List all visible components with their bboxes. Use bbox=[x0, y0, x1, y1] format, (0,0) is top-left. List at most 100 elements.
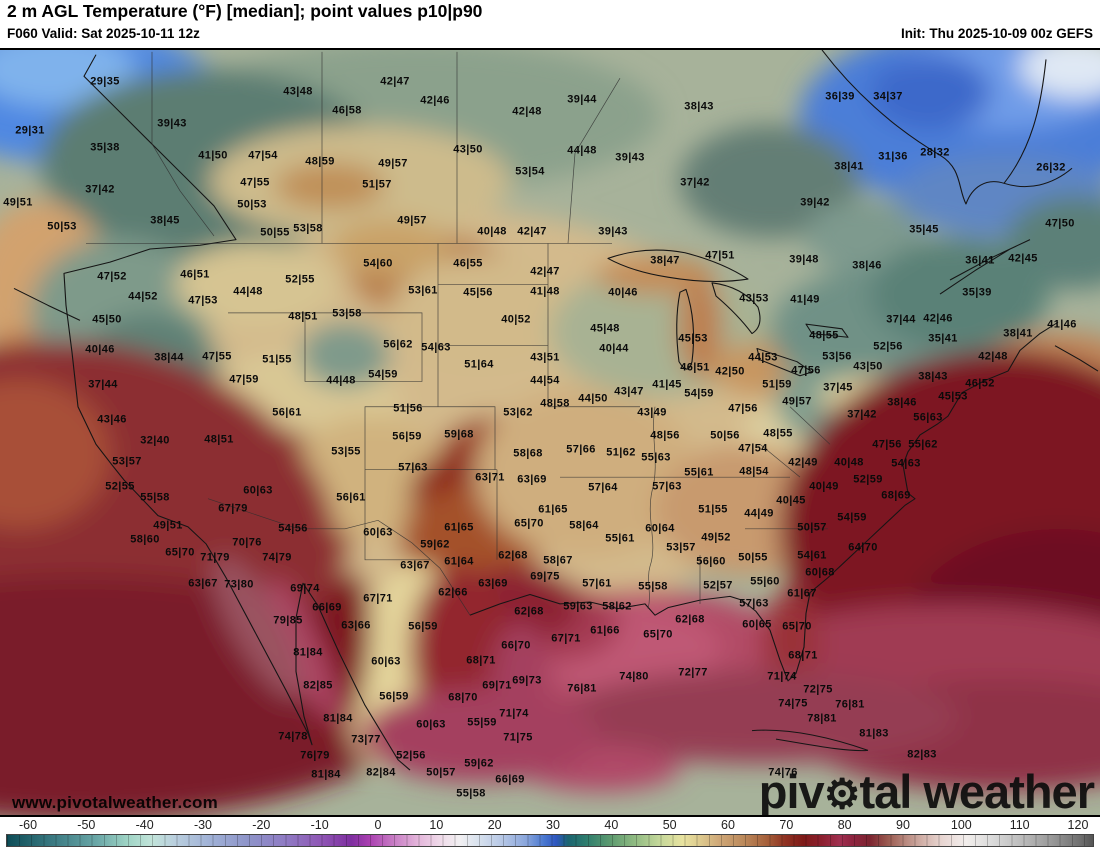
point-value: 66|69 bbox=[312, 601, 342, 614]
point-value: 69|74 bbox=[290, 582, 320, 595]
point-value: 74|78 bbox=[278, 730, 308, 743]
point-value: 44|48 bbox=[233, 285, 263, 298]
point-value: 53|58 bbox=[332, 307, 362, 320]
point-value: 42|50 bbox=[715, 365, 745, 378]
point-value: 74|75 bbox=[778, 697, 808, 710]
point-value: 41|48 bbox=[530, 285, 560, 298]
point-value: 51|55 bbox=[262, 353, 292, 366]
point-value: 41|49 bbox=[790, 293, 820, 306]
point-value: 59|62 bbox=[420, 538, 450, 551]
point-value: 62|68 bbox=[514, 605, 544, 618]
point-value: 53|55 bbox=[331, 445, 361, 458]
point-value: 49|57 bbox=[397, 214, 427, 227]
point-value: 38|46 bbox=[852, 259, 882, 272]
gear-icon: ⚙ bbox=[823, 771, 861, 815]
point-value: 45|53 bbox=[938, 390, 968, 403]
point-value: 56|62 bbox=[383, 338, 413, 351]
point-value: 48|56 bbox=[650, 429, 680, 442]
point-value: 67|71 bbox=[551, 632, 581, 645]
point-value: 82|83 bbox=[907, 748, 937, 761]
point-value: 71|74 bbox=[767, 670, 797, 683]
point-value: 47|56 bbox=[728, 402, 758, 415]
point-value: 51|64 bbox=[464, 358, 494, 371]
point-value: 44|53 bbox=[748, 351, 778, 364]
point-value: 82|84 bbox=[366, 766, 396, 779]
point-value: 68|69 bbox=[881, 489, 911, 502]
political-borders bbox=[86, 51, 831, 616]
colorbar-tick: 20 bbox=[487, 818, 502, 832]
point-value: 39|42 bbox=[800, 196, 830, 209]
point-value: 42|48 bbox=[512, 105, 542, 118]
point-value: 68|71 bbox=[788, 649, 818, 662]
pivotal-weather-logo: piv⚙tal weather bbox=[759, 765, 1095, 815]
colorbar-ticks: -60 -50 -40 -30 -20 -10 0 10 20 30 40 50 60 70 80 90 100… bbox=[0, 817, 1100, 834]
point-value: 37|44 bbox=[88, 378, 118, 391]
point-value: 39|43 bbox=[157, 117, 187, 130]
point-value: 48|54 bbox=[739, 465, 769, 478]
colorbar-tick: -60 bbox=[18, 818, 38, 832]
coastlines bbox=[13, 50, 1099, 771]
point-value: 54|59 bbox=[368, 368, 398, 381]
point-value: 48|59 bbox=[305, 155, 335, 168]
point-value: 46|52 bbox=[965, 377, 995, 390]
point-value: 65|70 bbox=[643, 628, 673, 641]
point-value: 68|71 bbox=[466, 654, 496, 667]
point-value: 35|41 bbox=[928, 332, 958, 345]
point-value: 55|58 bbox=[140, 491, 170, 504]
point-value: 55|61 bbox=[684, 466, 714, 479]
point-value: 35|39 bbox=[962, 286, 992, 299]
point-value: 63|71 bbox=[475, 471, 505, 484]
point-value: 62|66 bbox=[438, 586, 468, 599]
point-value: 57|64 bbox=[588, 481, 618, 494]
point-value: 54|59 bbox=[684, 387, 714, 400]
point-value: 43|50 bbox=[853, 360, 883, 373]
point-value: 74|79 bbox=[262, 551, 292, 564]
point-value: 47|56 bbox=[791, 364, 821, 377]
point-value: 39|43 bbox=[615, 151, 645, 164]
point-value: 31|36 bbox=[878, 150, 908, 163]
point-value: 49|52 bbox=[701, 531, 731, 544]
point-value: 53|57 bbox=[112, 455, 142, 468]
point-value: 44|49 bbox=[744, 507, 774, 520]
point-value: 47|51 bbox=[705, 249, 735, 262]
point-value: 71|79 bbox=[200, 551, 230, 564]
point-value: 38|45 bbox=[150, 214, 180, 227]
point-value: 47|59 bbox=[229, 373, 259, 386]
point-value: 58|68 bbox=[513, 447, 543, 460]
point-value: 50|53 bbox=[47, 220, 77, 233]
point-value: 48|51 bbox=[204, 433, 234, 446]
point-value: 65|70 bbox=[165, 546, 195, 559]
point-value: 62|68 bbox=[675, 613, 705, 626]
point-value: 45|56 bbox=[463, 286, 493, 299]
point-value: 52|57 bbox=[703, 579, 733, 592]
point-value: 60|63 bbox=[416, 718, 446, 731]
point-value: 82|85 bbox=[303, 679, 333, 692]
point-value: 78|81 bbox=[807, 712, 837, 725]
init-time-label: Init: Thu 2025-10-09 00z GEFS bbox=[900, 26, 1093, 41]
point-value: 46|51 bbox=[180, 268, 210, 281]
point-value: 29|31 bbox=[15, 124, 45, 137]
point-value: 44|48 bbox=[326, 374, 356, 387]
point-value: 76|81 bbox=[835, 698, 865, 711]
point-value: 68|70 bbox=[448, 691, 478, 704]
point-value: 47|52 bbox=[97, 270, 127, 283]
temperature-field bbox=[0, 50, 1100, 815]
point-value: 53|54 bbox=[515, 165, 545, 178]
point-value: 61|67 bbox=[787, 587, 817, 600]
point-value: 52|56 bbox=[873, 340, 903, 353]
point-value: 65|70 bbox=[782, 620, 812, 633]
point-value: 40|48 bbox=[477, 225, 507, 238]
colorbar: -60 -50 -40 -30 -20 -10 0 10 20 30 40 50 60 70 80 90 100… bbox=[0, 815, 1100, 850]
logo-text: tal weather bbox=[859, 765, 1095, 815]
map-container[interactable]: 29|35 29|31 39|43 35|38 41|50 47|54 37|42 47|55… bbox=[0, 48, 1100, 815]
point-value: 32|40 bbox=[140, 434, 170, 447]
colorbar-tick: -20 bbox=[252, 818, 271, 832]
point-value: 34|37 bbox=[873, 90, 903, 103]
point-value: 44|50 bbox=[578, 392, 608, 405]
point-value: 45|53 bbox=[678, 332, 708, 345]
point-value: 43|48 bbox=[283, 85, 313, 98]
point-value: 43|47 bbox=[614, 385, 644, 398]
colorbar-tick: 100 bbox=[950, 818, 972, 832]
point-value: 54|56 bbox=[278, 522, 308, 535]
point-value: 55|59 bbox=[467, 716, 497, 729]
